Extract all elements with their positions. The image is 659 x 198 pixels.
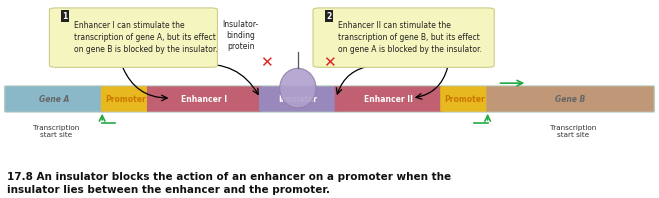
Text: Enhancer I: Enhancer I [181,94,227,104]
Text: Gene B: Gene B [555,94,585,104]
Text: Enhancer II can stimulate the
transcription of gene B, but its effect
on gene A : Enhancer II can stimulate the transcript… [338,21,482,54]
Text: 17.8 An insulator blocks the action of an enhancer on a promoter when the
insula: 17.8 An insulator blocks the action of a… [7,172,451,195]
Text: Promoter: Promoter [105,94,146,104]
Text: 2: 2 [326,12,331,21]
Text: Enhancer II: Enhancer II [364,94,413,104]
Text: ✕: ✕ [260,55,273,70]
FancyBboxPatch shape [4,85,655,113]
Text: Insulator: Insulator [279,94,318,104]
Text: Gene A: Gene A [39,94,70,104]
FancyBboxPatch shape [335,86,443,112]
FancyBboxPatch shape [313,8,494,67]
Text: Transcription
start site: Transcription start site [33,125,79,138]
FancyBboxPatch shape [259,86,337,112]
Text: Promoter: Promoter [444,94,485,104]
FancyBboxPatch shape [49,8,217,67]
FancyBboxPatch shape [101,86,150,112]
FancyBboxPatch shape [5,86,103,112]
Text: Transcription
start site: Transcription start site [550,125,596,138]
Text: Enhancer I can stimulate the
transcription of gene A, but its effect
on gene B i: Enhancer I can stimulate the transcripti… [74,21,218,54]
FancyBboxPatch shape [147,86,262,112]
FancyBboxPatch shape [486,86,654,112]
Ellipse shape [279,68,316,108]
Text: 1: 1 [63,12,68,21]
Text: ✕: ✕ [323,55,336,70]
Text: Insulator-
binding
protein: Insulator- binding protein [222,20,259,51]
FancyBboxPatch shape [440,86,489,112]
